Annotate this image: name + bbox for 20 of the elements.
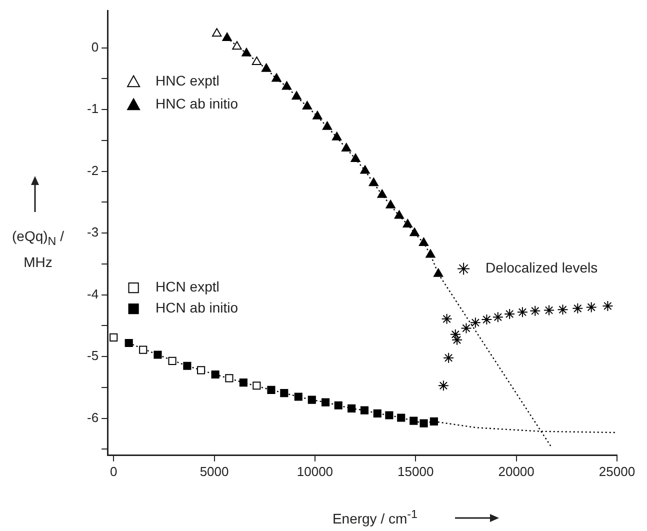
y-tick-label: -3 — [86, 224, 99, 240]
y-tick-label: -1 — [86, 101, 99, 116]
legend-label: HCN exptl — [156, 278, 220, 295]
x-axis-title: Energy / cm$^{-1}$ — [331, 508, 419, 527]
x-tick-label: 25000 — [598, 464, 636, 479]
legend-label: HNC exptl — [156, 72, 220, 89]
x-tick-label: 5000 — [200, 464, 229, 479]
y-tick-label: -5 — [86, 348, 99, 364]
y-axis-title: (eQq)$_{N}$ / MHz — [11, 227, 65, 272]
legend-label: HCN ab initio — [156, 300, 238, 316]
y-tick-label: -2 — [86, 162, 99, 178]
x-tick-label: 10000 — [296, 464, 334, 479]
x-tick-label: 0 — [110, 464, 118, 479]
y-tick-label: 0 — [91, 39, 99, 54]
legend-label: Delocalized levels — [486, 260, 598, 276]
y-tick-label: -6 — [86, 410, 99, 425]
legend-label: HNC ab initio — [156, 96, 238, 112]
y-tick-label: -4 — [86, 286, 99, 302]
x-tick-label: 20000 — [498, 464, 534, 479]
x-tick-label: 15000 — [398, 464, 434, 479]
